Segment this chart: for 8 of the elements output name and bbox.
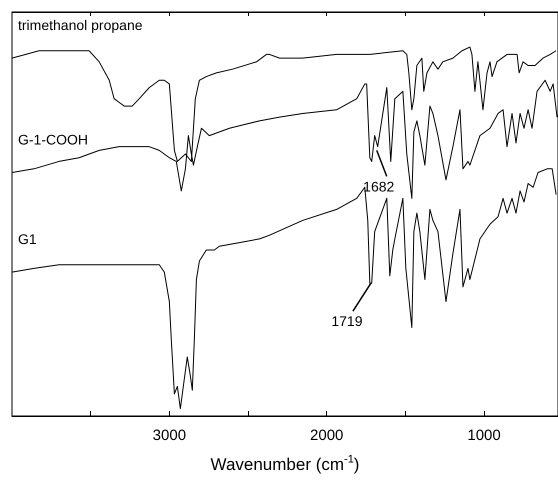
- annotation: 1719: [331, 313, 363, 330]
- x-tick-label: 3000: [152, 427, 186, 444]
- series-label: G1: [18, 231, 37, 248]
- series-label: G-1-COOH: [18, 131, 88, 148]
- x-tick-label: 2000: [310, 427, 344, 444]
- annotation: 1682: [363, 178, 395, 194]
- x-tick-label: 1000: [467, 427, 501, 444]
- legend-label: trimethanol propane: [18, 17, 143, 34]
